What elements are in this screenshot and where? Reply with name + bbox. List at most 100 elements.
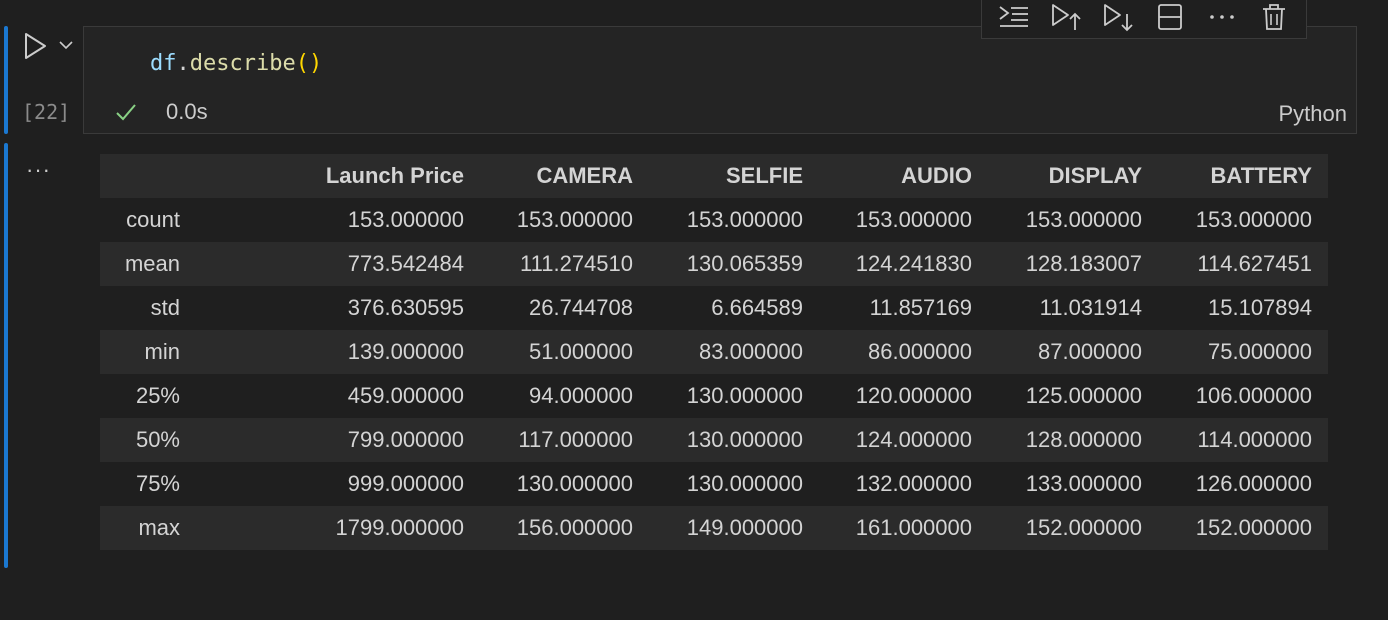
cell-toolbar <box>981 0 1307 39</box>
table-cell: 130.065359 <box>686 251 803 276</box>
execution-status: 0.0s <box>114 99 208 125</box>
table-row: 75% 999.000000 130.000000 130.000000 132.000… <box>100 462 1328 506</box>
table-row: 50% 799.000000 117.000000 130.000000 124.000… <box>100 418 1328 462</box>
table-cell: 117.000000 <box>518 427 633 452</box>
run-above-icon <box>1052 4 1081 30</box>
table-cell: 161.000000 <box>855 515 972 540</box>
table-cell: 133.000000 <box>1025 471 1142 496</box>
table-cell: 153.000000 <box>686 207 803 232</box>
table-row: max 1799.000000 156.000000 149.000000 161.00… <box>100 506 1328 550</box>
table-row: min 139.000000 51.000000 83.000000 86.000000… <box>100 330 1328 374</box>
table-cell: 459.000000 <box>347 383 464 408</box>
table-cell: 156.000000 <box>516 515 633 540</box>
table-row: 25% 459.000000 94.000000 130.000000 120.0000… <box>100 374 1328 418</box>
execute-above-button[interactable] <box>997 2 1031 32</box>
run-above-button[interactable] <box>1049 2 1083 32</box>
table-header-row: Launch Price CAMERA SELFIE AUDIO DISPLAY… <box>100 154 1328 198</box>
table-cell: 153.000000 <box>347 207 464 232</box>
execution-time: 0.0s <box>166 99 208 124</box>
table-cell: 106.000000 <box>1195 383 1312 408</box>
table-cell: 114.627451 <box>1197 251 1312 276</box>
table-cell: 132.000000 <box>855 471 972 496</box>
table-cell: 153.000000 <box>855 207 972 232</box>
table-cell: 773.542484 <box>347 251 464 276</box>
table-row: count 153.000000 153.000000 153.000000 153.0… <box>100 198 1328 242</box>
column-header <box>100 154 196 198</box>
execute-above-icon <box>999 6 1028 27</box>
column-header: SELFIE <box>725 163 803 188</box>
row-index-label: count <box>126 207 180 232</box>
table-cell: 124.000000 <box>855 427 972 452</box>
output-actions-button[interactable]: ··· <box>26 157 51 182</box>
column-header: DISPLAY <box>1048 163 1142 188</box>
check-icon <box>116 104 136 121</box>
table-cell: 15.107894 <box>1208 295 1312 320</box>
table-cell: 111.274510 <box>520 251 633 276</box>
code-parens: () <box>295 51 323 76</box>
table-cell: 152.000000 <box>1025 515 1142 540</box>
column-header: CAMERA <box>536 163 633 188</box>
delete-cell-button[interactable] <box>1257 2 1291 32</box>
table-cell: 120.000000 <box>855 383 972 408</box>
table-cell: 126.000000 <box>1195 471 1312 496</box>
table-cell: 153.000000 <box>1025 207 1142 232</box>
table-cell: 1799.000000 <box>335 515 464 540</box>
code-function: describe <box>189 51 296 76</box>
table-cell: 11.031914 <box>1039 295 1142 320</box>
row-index-label: min <box>144 339 180 364</box>
table-cell: 376.630595 <box>347 295 464 320</box>
table-cell: 125.000000 <box>1025 383 1142 408</box>
row-index-label: std <box>150 295 180 320</box>
row-index-label: max <box>138 515 180 540</box>
table-body: count 153.000000 153.000000 153.000000 153.0… <box>100 198 1328 550</box>
column-header: Launch Price <box>325 163 464 188</box>
code-variable: df <box>150 51 177 76</box>
code-line[interactable]: df.describe() <box>150 51 322 76</box>
table-cell: 6.664589 <box>711 295 803 320</box>
run-below-icon <box>1104 4 1133 32</box>
table-cell: 26.744708 <box>529 295 633 320</box>
table-cell: 51.000000 <box>529 339 633 364</box>
table-cell: 130.000000 <box>686 471 803 496</box>
play-icon <box>25 33 46 59</box>
table-cell: 152.000000 <box>1195 515 1312 540</box>
row-index-label: mean <box>124 251 180 276</box>
table-cell: 130.000000 <box>516 471 633 496</box>
more-icon <box>1210 15 1234 19</box>
table-cell: 114.000000 <box>1197 427 1312 452</box>
table-cell: 130.000000 <box>686 427 803 452</box>
table-cell: 128.000000 <box>1025 427 1142 452</box>
row-index-label: 75% <box>135 471 180 496</box>
code-dot: . <box>176 51 190 76</box>
table-cell: 94.000000 <box>529 383 633 408</box>
table-cell: 128.183007 <box>1025 251 1142 276</box>
table-cell: 999.000000 <box>347 471 464 496</box>
describe-output-table: Launch Price CAMERA SELFIE AUDIO DISPLAY… <box>100 154 1328 550</box>
column-header: AUDIO <box>901 163 972 188</box>
split-cell-button[interactable] <box>1153 2 1187 32</box>
chevron-down-icon <box>59 41 73 50</box>
output-focus-bar <box>4 143 8 568</box>
run-below-button[interactable] <box>1101 2 1135 32</box>
code-cell-editor[interactable]: df.describe() 0.0s Python <box>83 26 1357 134</box>
execution-count: [22] <box>22 100 71 124</box>
more-actions-button[interactable] <box>1205 2 1239 32</box>
table-cell: 130.000000 <box>686 383 803 408</box>
table-cell: 75.000000 <box>1208 339 1312 364</box>
table-cell: 799.000000 <box>347 427 464 452</box>
table-cell: 87.000000 <box>1038 339 1142 364</box>
run-options-dropdown[interactable] <box>58 37 74 53</box>
table-cell: 124.241830 <box>855 251 972 276</box>
table-cell: 149.000000 <box>686 515 803 540</box>
cell-focus-bar <box>4 26 8 134</box>
table-cell: 153.000000 <box>516 207 633 232</box>
table-cell: 11.857169 <box>869 295 972 320</box>
table-cell: 83.000000 <box>699 339 803 364</box>
row-index-label: 50% <box>135 427 180 452</box>
table-cell: 86.000000 <box>868 339 972 364</box>
row-index-label: 25% <box>135 383 180 408</box>
cell-language-selector[interactable]: Python <box>1278 101 1348 126</box>
column-header: BATTERY <box>1210 163 1312 188</box>
run-cell-button[interactable] <box>20 31 50 61</box>
table-row: mean 773.542484 111.274510 130.065359 124.24… <box>100 242 1328 286</box>
